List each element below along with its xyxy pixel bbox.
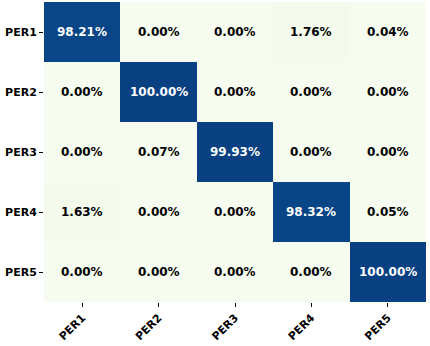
svg-text:0.05%: 0.05% — [367, 205, 409, 219]
svg-text:0.00%: 0.00% — [61, 145, 103, 159]
svg-text:PER3: PER3 — [5, 146, 37, 159]
svg-text:PER4: PER4 — [5, 206, 37, 219]
svg-text:0.00%: 0.00% — [290, 265, 332, 279]
svg-text:98.32%: 98.32% — [286, 205, 336, 219]
svg-text:0.00%: 0.00% — [214, 25, 256, 39]
svg-text:1.63%: 1.63% — [61, 205, 103, 219]
svg-text:0.00%: 0.00% — [290, 85, 332, 99]
svg-text:100.00%: 100.00% — [359, 265, 417, 279]
svg-text:0.00%: 0.00% — [214, 85, 256, 99]
svg-text:PER2: PER2 — [133, 312, 165, 344]
svg-text:PER5: PER5 — [362, 312, 394, 344]
svg-text:0.04%: 0.04% — [367, 25, 409, 39]
svg-text:PER1: PER1 — [5, 26, 37, 39]
svg-text:PER3: PER3 — [209, 312, 241, 344]
svg-text:99.93%: 99.93% — [210, 145, 260, 159]
svg-text:1.76%: 1.76% — [290, 25, 332, 39]
svg-text:PER1: PER1 — [57, 312, 89, 344]
svg-text:PER5: PER5 — [5, 266, 37, 279]
svg-text:100.00%: 100.00% — [130, 85, 188, 99]
svg-text:0.00%: 0.00% — [367, 85, 409, 99]
svg-text:0.00%: 0.00% — [138, 25, 180, 39]
svg-text:0.07%: 0.07% — [138, 145, 180, 159]
svg-text:0.00%: 0.00% — [290, 145, 332, 159]
svg-text:0.00%: 0.00% — [138, 205, 180, 219]
svg-text:0.00%: 0.00% — [138, 265, 180, 279]
svg-text:PER2: PER2 — [5, 86, 37, 99]
svg-text:0.00%: 0.00% — [214, 205, 256, 219]
svg-text:0.00%: 0.00% — [214, 265, 256, 279]
svg-text:98.21%: 98.21% — [57, 25, 107, 39]
svg-text:0.00%: 0.00% — [61, 265, 103, 279]
svg-text:0.00%: 0.00% — [61, 85, 103, 99]
svg-text:PER4: PER4 — [286, 311, 318, 343]
svg-text:0.00%: 0.00% — [367, 145, 409, 159]
